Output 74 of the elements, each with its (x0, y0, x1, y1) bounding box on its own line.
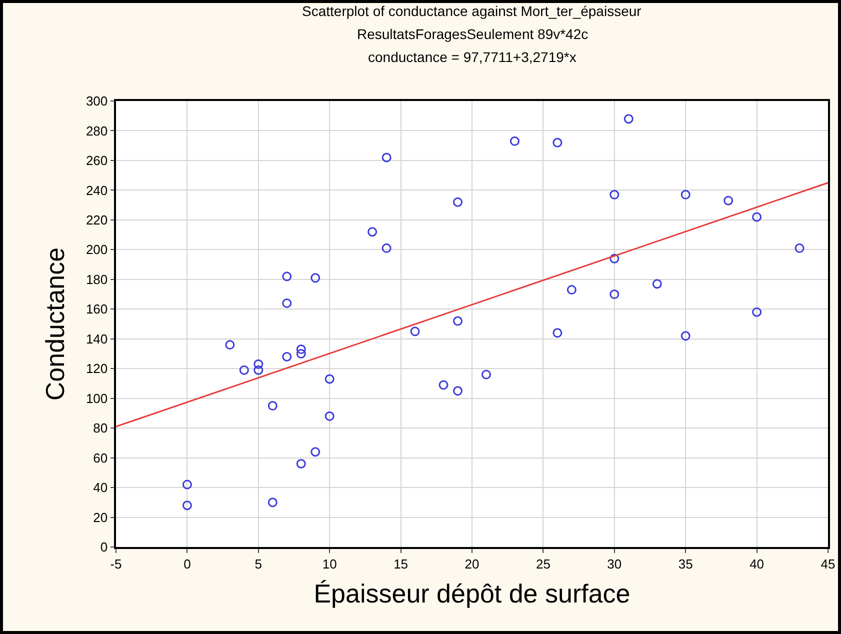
point (310, 273, 320, 283)
chart-subtitle: ResultatsForagesSeulement 89v*42c (357, 26, 588, 42)
x-tick-label: 15 (394, 556, 408, 572)
point (268, 401, 278, 411)
point (410, 326, 420, 336)
point (382, 152, 392, 162)
point (724, 196, 734, 206)
chart-title: Scatterplot of conductance against Mort_ter_épaisseur (302, 3, 642, 19)
point (268, 498, 278, 508)
y-tick-label: 80 (93, 420, 108, 436)
point (310, 447, 320, 457)
point (552, 328, 562, 338)
y-tick-label: 120 (86, 361, 108, 376)
x-tick-label: 35 (678, 556, 693, 572)
x-tick-label: 10 (322, 556, 337, 572)
point (652, 279, 662, 289)
y-tick-label: 0 (100, 540, 108, 555)
point (552, 138, 562, 148)
y-axis-title: Conductance (40, 247, 70, 401)
y-tick-label: 160 (86, 302, 108, 317)
point (225, 340, 235, 350)
point (282, 272, 292, 282)
x-tick-label: 20 (464, 556, 480, 572)
point (680, 331, 690, 341)
point (794, 243, 804, 253)
y-tick-label: 40 (93, 480, 108, 496)
point (752, 307, 762, 317)
y-tick-label: 100 (86, 390, 108, 406)
y-tick-label: 200 (86, 242, 108, 258)
point (254, 365, 264, 375)
x-tick-label: 5 (254, 556, 262, 572)
point (296, 348, 306, 358)
point (282, 352, 292, 362)
y-tick-label: 220 (86, 212, 108, 228)
y-tick-label: 60 (93, 450, 108, 466)
point (610, 290, 620, 300)
point (182, 480, 192, 490)
y-tick-label: 280 (86, 123, 108, 138)
point (624, 114, 634, 124)
x-tick-label: 30 (607, 556, 622, 572)
y-tick-label: 260 (86, 153, 108, 168)
point (182, 500, 192, 510)
x-tick-label: 0 (184, 556, 191, 572)
point (368, 227, 378, 237)
y-tick-label: 180 (86, 272, 108, 287)
x-axis-title: Épaisseur dépôt de surface (314, 578, 630, 609)
point (481, 370, 491, 380)
point (296, 459, 306, 468)
point (566, 285, 576, 295)
point (510, 136, 520, 146)
point (752, 212, 762, 222)
point (324, 374, 334, 384)
point (382, 243, 392, 253)
text: conductance = 97,7711+3,2719*x (368, 49, 576, 65)
x-tick-label: 45 (820, 556, 836, 572)
point (282, 298, 292, 308)
y-tick-label: 300 (86, 94, 108, 109)
point (610, 190, 620, 200)
y-tick-label: 140 (86, 331, 108, 346)
y-tick-label: 240 (86, 182, 108, 198)
point (680, 190, 690, 200)
y-tick-label: 20 (93, 510, 108, 525)
point (324, 411, 334, 421)
point (438, 380, 448, 390)
point (254, 359, 264, 369)
point (239, 365, 249, 375)
point (610, 254, 620, 264)
x-tick-label: -5 (110, 556, 122, 572)
x-tick-label: 40 (750, 556, 764, 572)
point (296, 344, 306, 354)
point (453, 197, 463, 207)
point (453, 386, 463, 396)
x-tick-label: 25 (536, 556, 550, 572)
point (453, 316, 463, 326)
